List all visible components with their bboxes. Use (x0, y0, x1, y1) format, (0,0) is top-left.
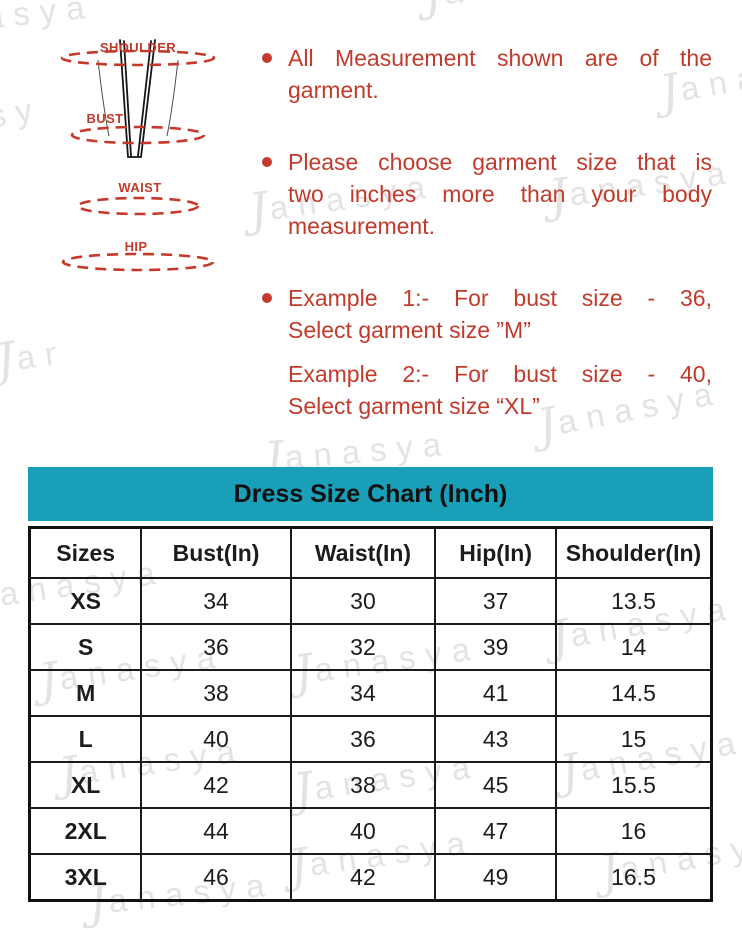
col-header-hip: Hip(In) (434, 526, 557, 579)
note-choose-size: Please choose garment size that is two i… (262, 146, 712, 242)
col-header-waist: Waist(In) (289, 526, 437, 579)
example-2: Example 2:- For bust size - 40, Select g… (288, 358, 712, 422)
waist-cell: 36 (289, 715, 437, 763)
neck-slit (119, 39, 129, 158)
size-cell: XL (28, 761, 143, 809)
shoulder-measure-line (60, 49, 216, 67)
note-line: All Measurement shown are of the (288, 45, 712, 71)
note-line: Please choose garment size that is (288, 149, 712, 175)
size-chart-title: Dress Size Chart (Inch) (28, 467, 713, 521)
bust-cell: 38 (140, 669, 292, 717)
waist-cell: 30 (289, 577, 437, 625)
table-row-2xl: 2XL 44 40 47 16 (28, 807, 713, 855)
bullet-icon (262, 157, 272, 167)
size-cell: L (28, 715, 143, 763)
table-row-s: S 36 32 39 14 (28, 623, 713, 671)
note-examples: Example 1:- For bust size - 36, Select g… (262, 282, 712, 422)
waist-label: WAIST (118, 180, 162, 195)
janasya-watermark: Janasya (420, 0, 612, 22)
note-line: Select garment size ”M” (288, 317, 531, 343)
shoulder-label: SHOULDER (99, 40, 177, 55)
size-chart: Dress Size Chart (Inch) Sizes Bust(In) W… (28, 467, 713, 902)
waist-measure-line (76, 196, 200, 216)
waist-cell: 38 (289, 761, 437, 809)
table-row-3xl: 3XL 46 42 49 16.5 (28, 853, 713, 902)
shoulder-cell: 14 (554, 623, 713, 671)
seam-line (166, 59, 179, 137)
shoulder-cell: 16.5 (554, 853, 713, 902)
hip-cell: 45 (434, 761, 557, 809)
hip-cell: 37 (434, 577, 557, 625)
waist-cell: 40 (289, 807, 437, 855)
size-cell: XS (28, 577, 143, 625)
bust-cell: 34 (140, 577, 292, 625)
table-row-xs: XS 34 30 37 13.5 (28, 577, 713, 625)
hip-label: HIP (124, 239, 148, 254)
example-1: Example 1:- For bust size - 36, Select g… (288, 282, 712, 346)
note-measurement: All Measurement shown are of the garment… (262, 42, 712, 106)
note-line: two inches more than your body (288, 181, 712, 207)
bullet-icon (262, 53, 272, 63)
size-cell: 3XL (28, 853, 143, 902)
shoulder-cell: 15 (554, 715, 713, 763)
waist-cell: 34 (289, 669, 437, 717)
neck-slit (137, 40, 152, 157)
size-chart-table: Sizes Bust(In) Waist(In) Hip(In) Shoulde… (28, 526, 713, 902)
bust-cell: 36 (140, 623, 292, 671)
size-cell: M (28, 669, 143, 717)
waist-cell: 32 (289, 623, 437, 671)
note-line: Example 1:- For bust size - 36, (288, 285, 712, 311)
bullet-icon (262, 293, 272, 303)
bust-cell: 46 (140, 853, 292, 902)
size-cell: 2XL (28, 807, 143, 855)
note-line: measurement. (288, 213, 436, 239)
bust-measure-line (70, 125, 206, 145)
table-row-xl: XL 42 38 45 15.5 (28, 761, 713, 809)
bust-cell: 40 (140, 715, 292, 763)
neck-slit (140, 39, 156, 158)
note-line: garment. (288, 77, 379, 103)
header-row: Sizes Bust(In) Waist(In) Hip(In) Shoulde… (28, 526, 713, 579)
hip-cell: 47 (434, 807, 557, 855)
note-line: Example 2:- For bust size - 40, (288, 361, 712, 387)
col-header-sizes: Sizes (28, 526, 143, 579)
bust-cell: 44 (140, 807, 292, 855)
hip-cell: 43 (434, 715, 557, 763)
hip-measure-line (61, 252, 215, 272)
dress-sketch (37, 35, 239, 441)
shoulder-cell: 14.5 (554, 669, 713, 717)
hip-cell: 39 (434, 623, 557, 671)
table-row-m: M 38 34 41 14.5 (28, 669, 713, 717)
shoulder-cell: 16 (554, 807, 713, 855)
col-header-bust: Bust(In) (140, 526, 292, 579)
hip-cell: 41 (434, 669, 557, 717)
bust-label: BUST (86, 111, 124, 126)
shoulder-cell: 13.5 (554, 577, 713, 625)
size-cell: S (28, 623, 143, 671)
bust-cell: 42 (140, 761, 292, 809)
neck-slit (123, 40, 132, 157)
seam-line (97, 59, 110, 137)
table-row-l: L 40 36 43 15 (28, 715, 713, 763)
hip-cell: 49 (434, 853, 557, 902)
note-line: Select garment size “XL” (288, 393, 540, 419)
shoulder-cell: 15.5 (554, 761, 713, 809)
col-header-shoulder: Shoulder(In) (554, 526, 713, 579)
waist-cell: 42 (289, 853, 437, 902)
